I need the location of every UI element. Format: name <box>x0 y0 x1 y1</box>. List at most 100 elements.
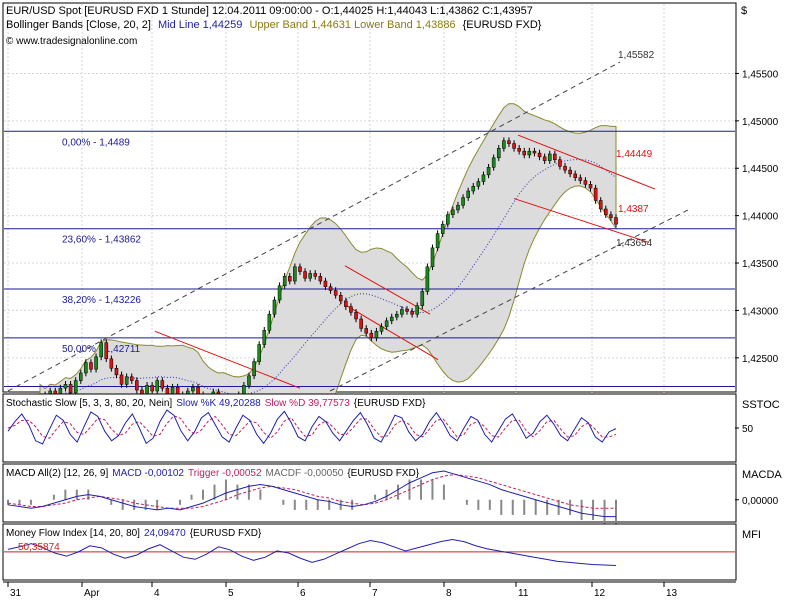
mfi-legend-name: Money Flow Index [14, 20, 80] <box>6 528 140 539</box>
macd-legend-symbol: {EURUSD FXD} <box>347 468 419 479</box>
candle-body <box>84 362 88 374</box>
candle-body <box>94 356 98 370</box>
mfi-right-label: MFI <box>742 529 761 541</box>
chart-title: EUR/USD Spot [EURUSD FXD 1 Stunde] 12.04… <box>6 5 533 17</box>
y-tick-label: 1,43000 <box>742 306 779 317</box>
red-channel-1b <box>344 304 439 361</box>
mfi-legend: Money Flow Index [14, 20, 80] 24,09470 {EU… <box>6 528 262 539</box>
candle-body <box>542 156 547 161</box>
y-tick-label: 1,45500 <box>742 69 779 80</box>
bollinger-symbol: {EURUSD FXD} <box>463 19 542 31</box>
candle-body <box>573 173 578 178</box>
candle-body <box>160 380 165 389</box>
price-axis: 1,42500 1,43000 1,43500 1,44000 1,44500 1,450… <box>735 69 779 365</box>
candle-body <box>405 309 409 312</box>
candle-body <box>318 276 323 282</box>
candle-body <box>298 266 302 272</box>
candle-body <box>323 280 328 287</box>
candle-body <box>252 361 256 377</box>
candle-body <box>502 140 506 149</box>
candle-body <box>578 177 583 181</box>
time-tick-label: 13 <box>666 588 678 599</box>
candle-body <box>145 385 149 396</box>
stoch-legend-d: Slow %D 39,77573 <box>265 398 350 409</box>
y-tick-label: 1,44500 <box>742 164 779 175</box>
macd-panel: 0,00000 MACDA MACD All(2) [12, 26, 9] MACD … <box>2 463 782 526</box>
red-channel-2a <box>517 134 656 190</box>
candle-body <box>537 152 542 158</box>
candle-body <box>558 159 562 167</box>
bollinger-mid: Mid Line 1,44259 <box>158 19 242 31</box>
candle-body <box>89 362 93 370</box>
candle-body <box>282 276 287 287</box>
dashed-channel-upper <box>7 61 621 392</box>
candle-body <box>104 342 109 360</box>
candle-body <box>109 358 114 369</box>
candle-body <box>461 197 465 206</box>
y-tick-label: 1,42500 <box>742 354 779 365</box>
red-channel-0 <box>154 330 301 389</box>
candle-body <box>522 150 527 156</box>
candle-body <box>129 376 134 381</box>
time-tick-label: 31 <box>10 588 22 599</box>
mfi-level-label: 50,35874 <box>18 542 60 553</box>
macd-legend: MACD All(2) [12, 26, 9] MACD -0,00102 Trig… <box>6 468 420 479</box>
macd-legend-macdf: MACDF -0,00050 <box>266 468 344 479</box>
candle-body <box>415 305 419 315</box>
candle-body <box>609 214 613 218</box>
annotation-red-upper: 1,44449 <box>616 149 653 160</box>
candle-body <box>507 140 511 144</box>
annotation-red-lower: 1,4387 <box>618 204 649 215</box>
time-tick-label: 7 <box>372 588 378 599</box>
stochastic-lines: 50 SSTOC Stochastic Slow [5, 3, 3, 80, 20,… <box>6 398 780 445</box>
candle-body <box>150 385 154 392</box>
time-tick-label: 4 <box>154 588 160 599</box>
price-annotations: 1,45582 1,44449 1,4387 1,43654 <box>616 50 655 249</box>
candle-body <box>527 150 532 156</box>
macd-right-label: MACDA <box>742 469 782 481</box>
candle-body <box>583 180 588 185</box>
candle-body <box>257 344 261 362</box>
macd-frame <box>2 463 737 523</box>
candle-body <box>364 328 369 334</box>
candle-body <box>303 271 307 279</box>
stoch-right-label: SSTOC <box>742 399 780 411</box>
candle-body <box>328 286 333 291</box>
time-tick-label: 12 <box>594 588 606 599</box>
time-tick-label: 6 <box>300 588 306 599</box>
candle-body <box>308 273 312 279</box>
time-tick-label: Apr <box>84 588 100 599</box>
stoch-legend-symbol: {EURUSD FXD} <box>354 398 426 409</box>
candle-body <box>272 299 277 315</box>
time-axis: 31 Apr 4 5 6 7 8 11 12 13 <box>3 581 736 599</box>
candle-body <box>410 311 414 315</box>
currency-label: $ <box>741 5 747 17</box>
candle-body <box>553 153 557 160</box>
candle-body <box>99 342 103 358</box>
candle-body <box>247 375 251 386</box>
fib-label: 23,60% - 1,43862 <box>62 235 141 246</box>
candle-body <box>124 376 129 385</box>
stoch-k-line <box>7 409 617 445</box>
y-tick-label: 1,44000 <box>742 212 779 223</box>
candle-body <box>471 185 476 192</box>
dashed-channel-lower <box>329 208 691 392</box>
candle-body <box>73 380 78 394</box>
macd-tick-label: 0,00000 <box>742 496 779 507</box>
stoch-legend-name: Stochastic Slow [5, 3, 3, 80, 20, Nein] <box>6 398 172 409</box>
candle-body <box>430 247 435 268</box>
stochastic-panel: 50 SSTOC Stochastic Slow [5, 3, 3, 80, 20,… <box>2 393 780 463</box>
candle-body <box>400 309 404 315</box>
candle-body <box>267 313 272 331</box>
stoch-d-line <box>7 415 617 439</box>
candle-body <box>374 331 379 339</box>
mfi-legend-value: 24,09470 <box>144 528 186 539</box>
y-tick-label: 1,43500 <box>742 259 779 270</box>
mfi-lines: 50,35874 MFI Money Flow Index [14, 20, 80]… <box>4 528 761 567</box>
candle-body <box>496 148 501 159</box>
candle-body <box>568 169 572 175</box>
candle-body <box>435 233 440 249</box>
candle-body <box>78 372 83 381</box>
time-tick-label: 5 <box>228 588 234 599</box>
mfi-line <box>7 539 617 567</box>
